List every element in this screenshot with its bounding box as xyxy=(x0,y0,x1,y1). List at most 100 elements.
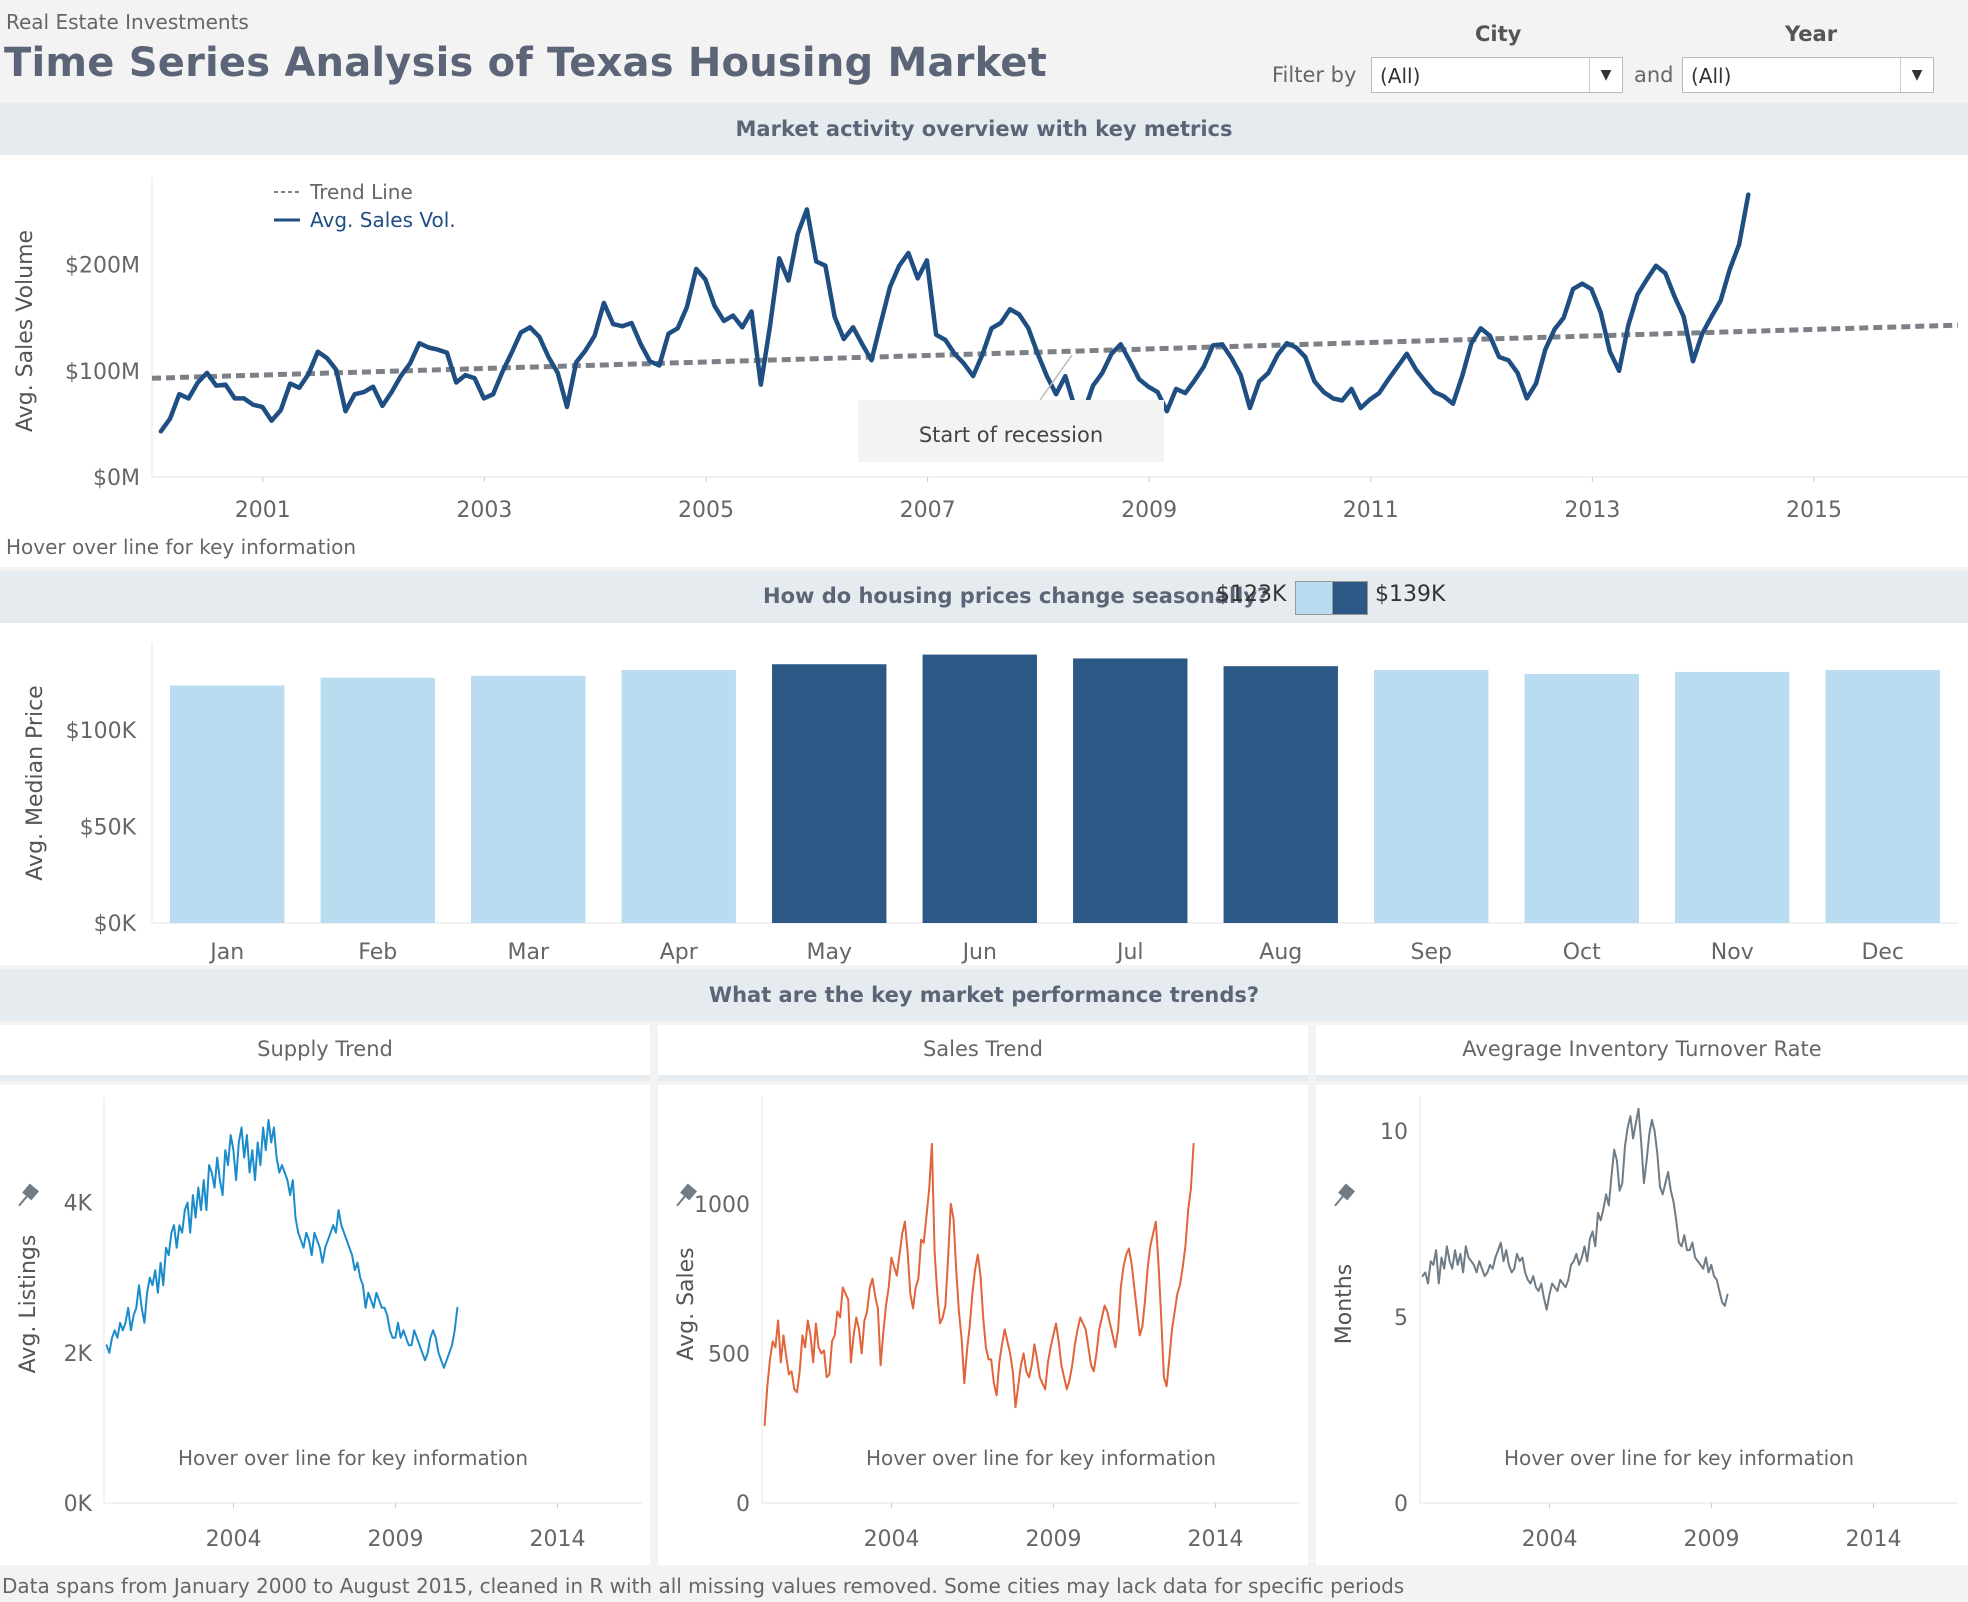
y-tick-label: 4K xyxy=(64,1192,93,1217)
x-tick-label: 2009 xyxy=(368,1527,424,1552)
annotation-leader xyxy=(1039,354,1073,401)
seasonal-panel: $0K $50K $100K Avg. Median Price Jan Feb Mar Ap… xyxy=(0,623,1968,965)
footer-note: Data spans from January 2000 to August 2… xyxy=(2,1574,1405,1598)
and-label: and xyxy=(1634,63,1674,87)
dashboard-subtitle: Real Estate Investments xyxy=(6,10,249,34)
x-tick-label: 2004 xyxy=(864,1527,920,1552)
y-tick-label: 5 xyxy=(1394,1306,1408,1331)
x-tick-label: 2003 xyxy=(456,498,512,523)
y-tick-label: 500 xyxy=(708,1342,750,1367)
y-axis-title: Avg. Median Price xyxy=(23,685,48,880)
x-tick-label: Oct xyxy=(1563,940,1601,965)
turnover-hover-note: Hover over line for key information xyxy=(1504,1446,1855,1470)
bar-feb xyxy=(320,677,435,923)
chevron-down-icon[interactable]: ▼ xyxy=(1589,58,1622,92)
bar-jan xyxy=(170,685,285,923)
y-axis-title: Avg. Sales xyxy=(674,1247,699,1360)
x-tick-label: Apr xyxy=(660,940,699,965)
year-filter-dropdown[interactable]: (All) ▼ xyxy=(1682,57,1934,93)
x-tick-label: Nov xyxy=(1711,940,1754,965)
legend-low-value: $123K xyxy=(1216,582,1287,607)
sales-panel: 0 500 1000 2004 2009 2014 Avg. Sales Hover ove… xyxy=(658,1085,1308,1565)
x-tick-label: 2001 xyxy=(235,498,291,523)
x-tick-label: 2014 xyxy=(1187,1527,1243,1552)
y-tick-label: $200M xyxy=(65,254,140,279)
overview-hover-note: Hover over line for key information xyxy=(6,535,357,559)
y-tick-label: $100M xyxy=(65,360,140,385)
x-tick-label: Sep xyxy=(1411,940,1452,965)
turnover-trend-title: Avegrage Inventory Turnover Rate xyxy=(1316,1025,1968,1081)
bar-dec xyxy=(1825,670,1940,923)
x-tick-label: 2004 xyxy=(206,1527,262,1552)
supply-line-chart[interactable]: 0K 2K 4K 2004 2009 2014 Avg. Listings xyxy=(0,1085,650,1565)
x-tick-label: Feb xyxy=(358,940,397,965)
x-tick-label: 2004 xyxy=(1522,1527,1578,1552)
seasonal-section-header: How do housing prices change seasonally?… xyxy=(0,571,1968,623)
bar-nov xyxy=(1675,671,1790,923)
series-line xyxy=(105,1119,459,1369)
x-tick-label: May xyxy=(807,940,852,965)
filter-by-label: Filter by xyxy=(1272,63,1357,87)
turnover-panel: 0 5 10 2004 2009 2014 Months Hover over line f… xyxy=(1316,1085,1968,1565)
y-tick-label: 0 xyxy=(736,1492,750,1517)
x-tick-label: 2013 xyxy=(1564,498,1620,523)
annotation-text: Start of recession xyxy=(919,423,1103,447)
seasonal-title: How do housing prices change seasonally? xyxy=(763,584,1270,608)
overview-panel: $0M $100M $200M 2001 2003 2005 2007 2009 2011 201… xyxy=(0,155,1968,567)
supply-hover-note: Hover over line for key information xyxy=(178,1446,529,1470)
bar-aug xyxy=(1223,666,1338,923)
x-tick-label: Jun xyxy=(961,940,997,965)
y-tick-label: 0 xyxy=(1394,1492,1408,1517)
supply-panel: 0K 2K 4K 2004 2009 2014 Avg. Listings Hover ov… xyxy=(0,1085,650,1565)
bar-mar xyxy=(471,675,586,923)
pin-icon xyxy=(18,1183,40,1207)
series-line xyxy=(1421,1107,1729,1311)
x-tick-label: 2009 xyxy=(1684,1527,1740,1552)
seasonal-bar-chart[interactable]: $0K $50K $100K Avg. Median Price Jan Feb Mar Ap… xyxy=(0,623,1968,965)
legend-high-value: $139K xyxy=(1375,582,1446,607)
turnover-line-chart[interactable]: 0 5 10 2004 2009 2014 Months xyxy=(1316,1085,1968,1565)
x-tick-label: 2014 xyxy=(529,1527,585,1552)
annotation-box xyxy=(858,400,1164,462)
y-tick-label: 0K xyxy=(64,1492,93,1517)
y-tick-label: $100K xyxy=(66,719,137,744)
city-filter-dropdown[interactable]: (All) ▼ xyxy=(1371,57,1623,93)
x-tick-label: Dec xyxy=(1861,940,1904,965)
x-tick-label: 2011 xyxy=(1343,498,1399,523)
x-tick-label: Aug xyxy=(1259,940,1302,965)
city-filter-value: (All) xyxy=(1380,64,1421,88)
overview-line-chart[interactable]: $0M $100M $200M 2001 2003 2005 2007 2009 2011 201… xyxy=(0,155,1968,567)
overview-section-header: Market activity overview with key metric… xyxy=(0,103,1968,155)
bar-sep xyxy=(1374,670,1489,923)
bar-jul xyxy=(1073,658,1188,923)
pin-icon xyxy=(1334,1183,1356,1207)
trends-section-header: What are the key market performance tren… xyxy=(0,969,1968,1021)
x-tick-label: Jul xyxy=(1115,940,1144,965)
legend-low-swatch xyxy=(1295,581,1334,615)
chevron-down-icon[interactable]: ▼ xyxy=(1900,58,1933,92)
legend-trend-label: Trend Line xyxy=(309,180,413,204)
sales-line-chart[interactable]: 0 500 1000 2004 2009 2014 Avg. Sales xyxy=(658,1085,1308,1565)
supply-trend-title: Supply Trend xyxy=(0,1025,650,1081)
x-tick-label: 2005 xyxy=(678,498,734,523)
y-tick-label: 2K xyxy=(64,1342,93,1367)
y-axis-title: Avg. Sales Volume xyxy=(13,230,38,432)
x-tick-label: 2015 xyxy=(1786,498,1842,523)
year-filter-title: Year xyxy=(1785,22,1838,46)
y-tick-label: $0M xyxy=(93,466,140,491)
bar-oct xyxy=(1524,673,1639,923)
y-axis-title: Months xyxy=(1332,1264,1357,1344)
dashboard-title: Time Series Analysis of Texas Housing Ma… xyxy=(4,40,1047,86)
legend-high-swatch xyxy=(1332,581,1368,615)
y-tick-label: $0K xyxy=(94,912,137,937)
x-tick-label: Mar xyxy=(507,940,549,965)
year-filter-value: (All) xyxy=(1691,64,1732,88)
bar-may xyxy=(772,664,887,923)
series-line xyxy=(763,1142,1195,1427)
bar-apr xyxy=(621,670,736,923)
legend-sales-label: Avg. Sales Vol. xyxy=(310,208,456,232)
y-axis-title: Avg. Listings xyxy=(16,1235,41,1374)
x-tick-label: 2009 xyxy=(1121,498,1177,523)
sales-hover-note: Hover over line for key information xyxy=(866,1446,1217,1470)
x-tick-label: 2007 xyxy=(900,498,956,523)
